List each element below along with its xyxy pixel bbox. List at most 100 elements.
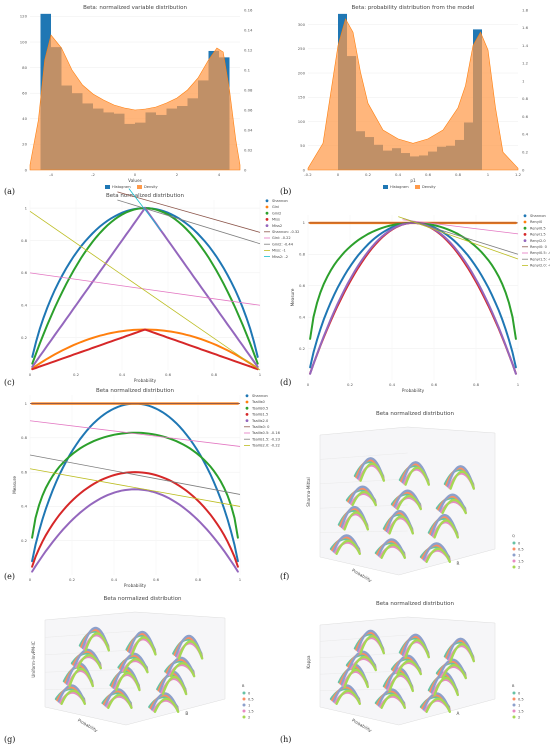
surface-curve [404, 466, 430, 486]
legend-label: Renyi0.5 [530, 226, 546, 230]
y2-tick-label: 0.6 [522, 114, 529, 119]
surface-curve [425, 547, 451, 563]
surface-curve [107, 693, 133, 709]
legend-label: 2 [248, 715, 250, 719]
surface-curve [388, 672, 414, 693]
y2-tick-label: 0.16 [244, 7, 253, 12]
legend-swatch [265, 199, 269, 203]
series-curve [31, 402, 239, 563]
legend-swatch [383, 185, 388, 189]
legend-swatch [245, 413, 249, 416]
x-axis-label: Probability [77, 718, 99, 734]
surface-curve [335, 539, 361, 555]
x-axis-label: Probability [402, 388, 425, 393]
surface-curve [335, 689, 361, 705]
chart-b: Beta: probability distribution from the … [298, 5, 529, 189]
chart-a: Beta: normalized variable distribution 0 2… [20, 5, 253, 189]
legend-label: Tsallis0.5 [251, 406, 268, 410]
legend-label: Shannon: -0.32 [272, 230, 299, 234]
series-curve [31, 207, 259, 365]
chart-title: Beta: probability distribution from the … [352, 5, 475, 11]
x-tick-label: 0.8 [455, 172, 462, 177]
x-axis-label: Probability [124, 583, 147, 588]
series-curve [31, 328, 259, 370]
x-tick-label: 0.6 [431, 382, 438, 387]
panel-label: (f) [280, 572, 289, 581]
x-tick-label: 1 [239, 577, 242, 582]
surface-curve [388, 515, 414, 535]
legend-label: Tsallis0.5: -0.16 [251, 431, 281, 435]
gridline [44, 687, 136, 690]
x-tick-label: 0.4 [395, 172, 402, 177]
x-tick-label: 1 [517, 382, 520, 387]
legend-swatch [512, 565, 516, 569]
x-tick-label: 0.6 [153, 577, 160, 582]
surface-curve [396, 494, 422, 511]
legend-label: Gini [272, 205, 279, 209]
legend-swatch [523, 220, 527, 224]
chart-title: Beta normalized distribution [96, 388, 175, 394]
surface-curve [153, 697, 180, 713]
y-tick-label: 0 [303, 167, 306, 172]
legend-swatch [512, 553, 516, 557]
series-line [29, 468, 241, 507]
y-axis-label: Uniform-InvPM-IC [31, 641, 36, 677]
y2-tick-label: 1.2 [522, 61, 529, 66]
legend-label: Gini2: -0.44 [272, 242, 294, 246]
gridline [319, 452, 408, 460]
y-tick-label: 0.6 [21, 469, 28, 474]
legend-label: 0 [248, 691, 251, 695]
series-line [117, 199, 261, 245]
legend-swatch [265, 211, 269, 215]
series-curve [309, 221, 517, 375]
legend-label: Renyi2.0: -0.42 [530, 264, 550, 268]
legend-swatch [265, 224, 269, 228]
x-tick-label: 0.8 [195, 577, 202, 582]
legend-swatch [415, 185, 420, 189]
series-line [29, 211, 261, 371]
legend-swatch [242, 703, 246, 707]
surface-curve [425, 697, 451, 713]
legend-label: Histogram [112, 185, 131, 189]
chart-title: Beta normalized distribution [376, 411, 455, 417]
series-line [402, 219, 519, 235]
legend-label: Miss [272, 218, 280, 222]
legend-swatch [242, 697, 246, 701]
y-tick-label: 1 [25, 205, 28, 210]
surface-curve [449, 470, 475, 490]
x-axis-label: Probability [351, 718, 373, 734]
x-tick-label: -2 [91, 172, 95, 177]
y-tick-label: 200 [298, 70, 306, 75]
y-tick-label: 50 [300, 143, 305, 148]
x-tick-label: 0.8 [473, 382, 480, 387]
series-line [29, 420, 241, 447]
legend-swatch [245, 406, 249, 410]
legend-label: Density [422, 185, 437, 189]
surface-curve [433, 519, 459, 539]
y-tick-label: 100 [20, 39, 28, 44]
legend-swatch [137, 185, 142, 189]
series-line [128, 188, 162, 232]
x-tick-label: 0.2 [365, 172, 372, 177]
y-axis-label: Measure [12, 476, 17, 494]
chart-e: Beta normalized distribution 0.2 0.4 0.6 0.8… [12, 388, 281, 588]
chart-d: 0.2 0.4 0.6 0.8 1 0 0.2 0.4 0.6 0.8 1 Probability Me… [290, 214, 550, 393]
z-axis-label: B [185, 711, 188, 716]
legend-label: Renyi1.5 [530, 233, 546, 237]
x-tick-label: 1 [487, 172, 490, 177]
legend-swatch [512, 703, 516, 707]
series-curve [31, 206, 259, 368]
x-axis-label: Probability [351, 568, 373, 584]
y-tick-label: 0.4 [21, 303, 28, 308]
y-tick-label: 0.2 [21, 335, 28, 340]
legend-label: Tsallis0: 0 [251, 425, 270, 429]
y2-tick-label: 0.06 [244, 107, 253, 112]
legend-label: Shannon [272, 199, 288, 203]
panel-label: (c) [4, 378, 15, 387]
y2-tick-label: 0.4 [522, 132, 529, 137]
legend-label: Miss: -1 [272, 249, 286, 253]
surface-curve [343, 668, 369, 689]
y-tick-label: 0.8 [299, 252, 306, 257]
surface-curve [123, 658, 149, 674]
legend-title: B [512, 684, 515, 688]
